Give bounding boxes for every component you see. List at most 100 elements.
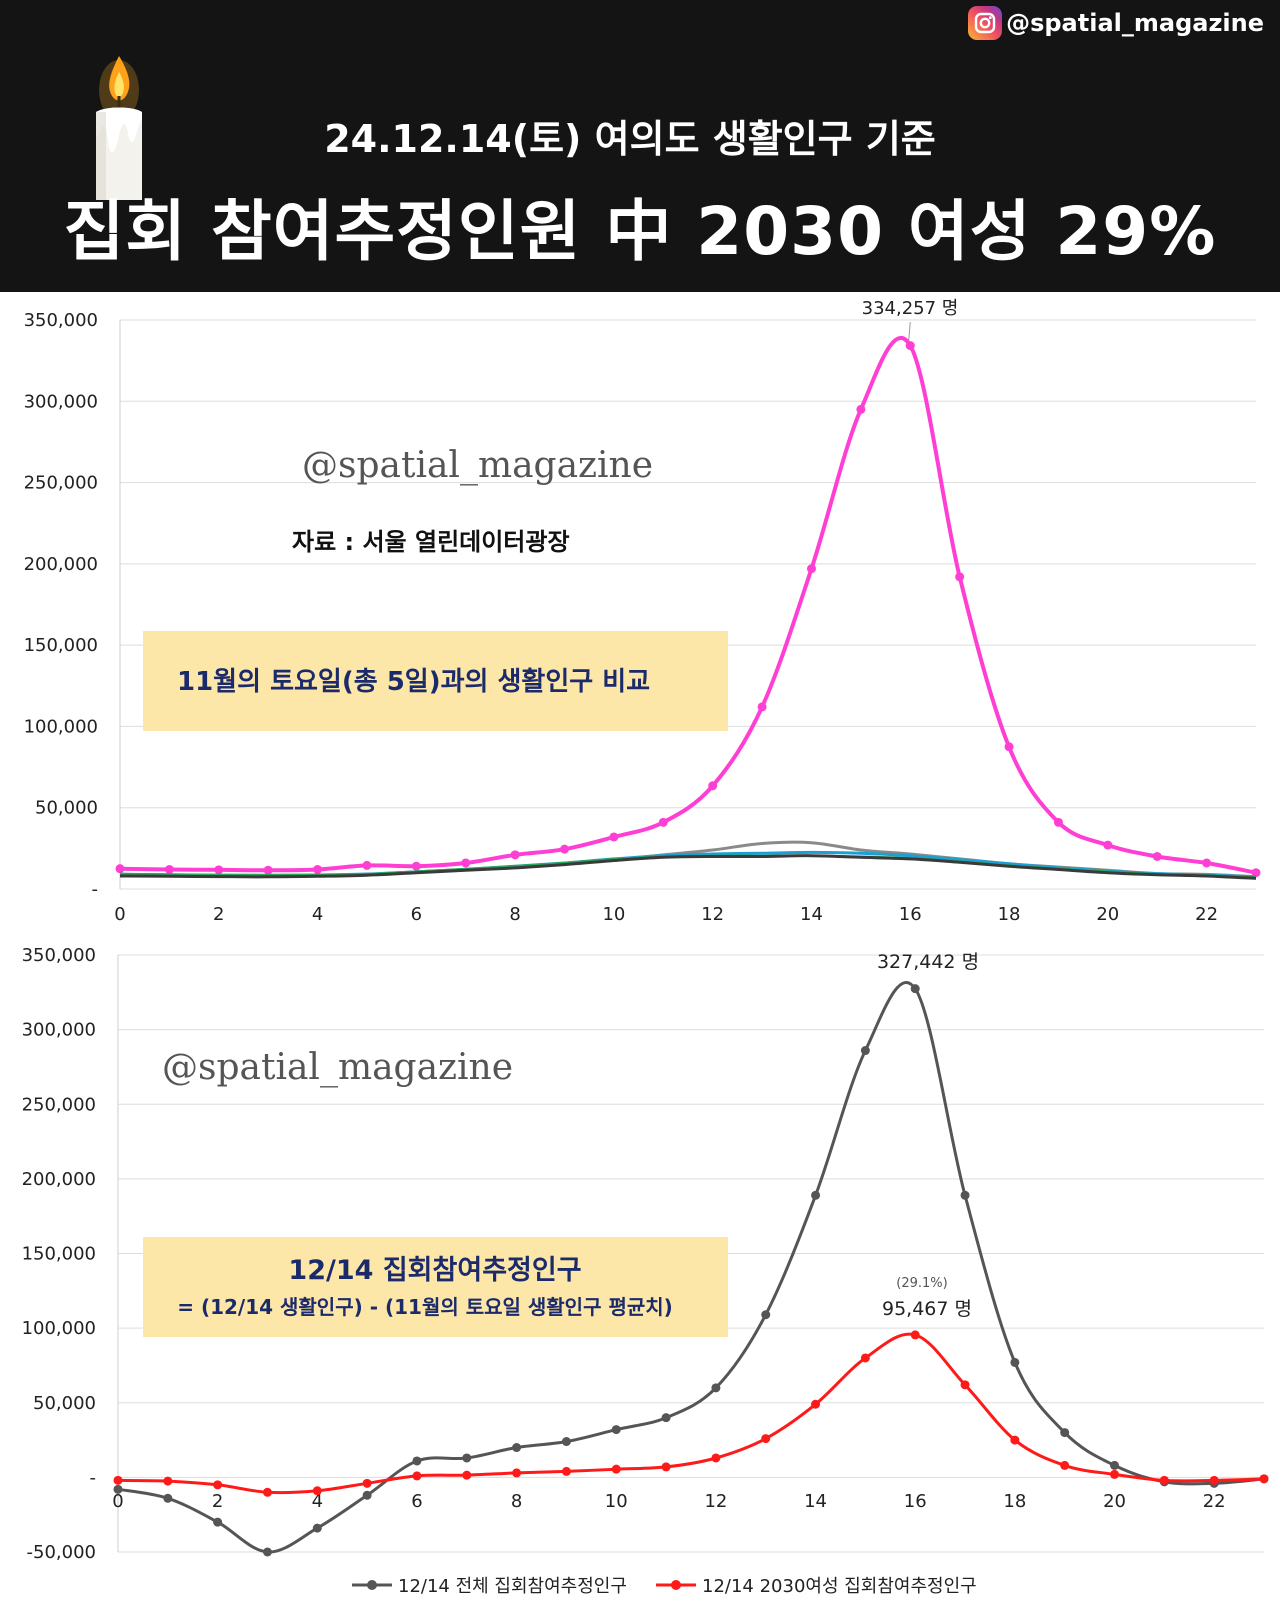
data-point: [757, 702, 767, 712]
y-tick-label: 250,000: [24, 473, 98, 494]
instagram-handle[interactable]: @spatial_magazine: [968, 6, 1264, 40]
data-point: [1053, 817, 1063, 827]
annotation-box: [143, 1237, 728, 1337]
data-point: [262, 1547, 272, 1557]
data-point: [711, 1453, 721, 1463]
y-tick-label: 200,000: [22, 1169, 96, 1190]
data-point: [806, 564, 816, 574]
x-tick-label: 2: [212, 1491, 223, 1512]
data-point: [711, 1383, 721, 1393]
data-point: [262, 1487, 272, 1497]
data-point: [561, 1437, 571, 1447]
y-tick-label: 300,000: [24, 391, 98, 412]
header-banner: @spatial_magazine 24.12.14(토) 여의도 생활인구 기…: [0, 0, 1280, 292]
data-point: [955, 572, 965, 582]
data-point: [1152, 851, 1162, 861]
data-point: [462, 1470, 472, 1480]
y-tick-label: -: [90, 1467, 97, 1488]
series-line: [117, 981, 1265, 1554]
x-tick-label: 0: [114, 904, 125, 922]
x-tick-label: 4: [312, 904, 323, 922]
data-point: [561, 1466, 571, 1476]
data-point: [910, 1330, 920, 1340]
y-tick-label: 50,000: [35, 798, 98, 819]
x-tick-label: 6: [411, 1491, 422, 1512]
legend-label: 12/14 전체 집회참여추정인구: [398, 1576, 627, 1597]
data-point: [658, 817, 668, 827]
y-tick-label: 200,000: [24, 554, 98, 575]
data-point: [213, 1480, 223, 1490]
data-point: [811, 1399, 821, 1409]
data-point: [412, 1456, 422, 1466]
chart-top-annotations: @spatial_magazine 자료 : 서울 열린데이터광장 11월의 토…: [143, 298, 958, 731]
chart-bottom-legend: 12/14 전체 집회참여추정인구 12/14 2030여성 집회참여추정인구: [352, 1576, 977, 1597]
instagram-icon: [968, 6, 1003, 40]
y-tick-label: 350,000: [24, 310, 98, 331]
data-point: [1010, 1435, 1020, 1445]
data-point: [1159, 1475, 1169, 1485]
data-point: [113, 1475, 123, 1485]
data-point: [1251, 868, 1261, 878]
x-tick-label: 14: [800, 904, 823, 922]
series-line: [119, 854, 1257, 879]
x-tick-label: 12: [704, 1491, 727, 1512]
data-point: [661, 1413, 671, 1423]
data-point: [362, 1478, 372, 1488]
data-point: [412, 1471, 422, 1481]
data-point: [1103, 840, 1113, 850]
data-point: [960, 1380, 970, 1390]
watermark: @spatial_magazine: [162, 1047, 513, 1088]
main-title: 집회 참여추정인원 中 2030 여성 29%: [63, 193, 1217, 270]
annotation-text: 11월의 토요일(총 5일)과의 생활인구 비교: [177, 667, 650, 697]
x-tick-label: 8: [509, 904, 520, 922]
data-point: [512, 1468, 522, 1478]
y-tick-label: 150,000: [22, 1244, 96, 1265]
data-point: [560, 844, 570, 854]
data-point: [213, 1517, 223, 1527]
data-point: [411, 861, 421, 871]
data-point: [860, 1353, 870, 1363]
data-point: [113, 1484, 123, 1494]
data-point: [708, 781, 718, 791]
y-tick-label: 300,000: [22, 1020, 96, 1041]
y-tick-label: 350,000: [22, 945, 96, 966]
x-tick-label: 18: [1003, 1491, 1026, 1512]
data-point: [1209, 1475, 1219, 1485]
x-tick-label: 16: [904, 1491, 927, 1512]
data-point: [611, 1464, 621, 1474]
data-point: [1060, 1428, 1070, 1438]
data-point: [860, 1046, 870, 1056]
chart-bottom-series: [113, 981, 1269, 1557]
annotation-line2: = (12/14 생활인구) - (11월의 토요일 생활인구 평균치): [177, 1295, 673, 1319]
x-tick-label: 12: [701, 904, 724, 922]
series-line: [119, 854, 1257, 880]
data-point: [1202, 858, 1212, 868]
x-tick-label: 22: [1195, 904, 1218, 922]
annotation-box: [143, 631, 728, 731]
data-point: [163, 1493, 173, 1503]
x-tick-label: 14: [804, 1491, 827, 1512]
x-tick-label: 0: [112, 1491, 123, 1512]
x-tick-label: 2: [213, 904, 224, 922]
watermark: @spatial_magazine: [302, 445, 653, 486]
x-tick-label: 10: [605, 1491, 628, 1512]
data-point: [609, 832, 619, 842]
chart-bottom-svg: -50,000-50,000100,000150,000200,000250,0…: [22, 945, 1269, 1597]
y-tick-label: 100,000: [24, 716, 98, 737]
subtitle: 24.12.14(토) 여의도 생활인구 기준: [324, 117, 936, 161]
data-point: [856, 404, 866, 414]
x-tick-label: 18: [998, 904, 1021, 922]
data-point: [362, 860, 372, 870]
data-point: [510, 850, 520, 860]
peak-label-female: 95,467 명: [882, 1298, 972, 1320]
candle-icon: [96, 56, 142, 200]
data-point: [761, 1310, 771, 1320]
data-point: [164, 864, 174, 874]
legend-label: 12/14 2030여성 집회참여추정인구: [702, 1576, 977, 1597]
data-point: [462, 1453, 472, 1463]
handle-text: @spatial_magazine: [1006, 9, 1264, 37]
x-tick-label: 4: [312, 1491, 323, 1512]
x-tick-label: 8: [511, 1491, 522, 1512]
data-point: [611, 1425, 621, 1435]
legend-swatch-marker: [367, 1580, 377, 1590]
